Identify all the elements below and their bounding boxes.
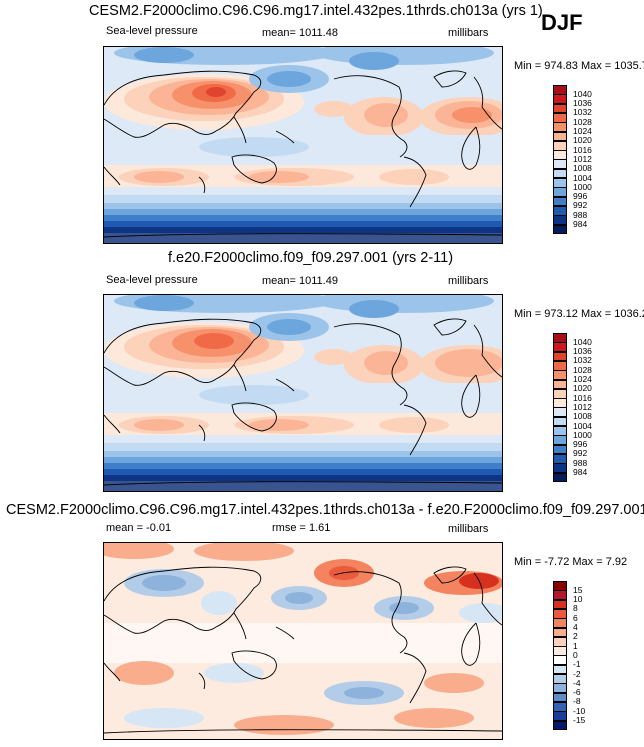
colorbar-swatch bbox=[553, 618, 567, 628]
panel2-mean-label: mean= 1011.49 bbox=[262, 275, 338, 287]
colorbar-swatch bbox=[553, 168, 567, 179]
panel3-minmax-label: Min = -7.72 Max = 7.92 bbox=[514, 556, 628, 568]
panel3-mean-label: mean = -0.01 bbox=[106, 522, 172, 534]
colorbar-label: 1032 bbox=[573, 107, 592, 118]
panel3-units-label: millibars bbox=[448, 523, 489, 535]
colorbar-label: -15 bbox=[573, 715, 586, 725]
colorbar-label: 1012 bbox=[573, 153, 592, 164]
panel1-units-label: millibars bbox=[448, 27, 489, 39]
colorbar-label: 1040 bbox=[573, 336, 592, 347]
colorbar-label: 984 bbox=[573, 219, 588, 229]
colorbar-label: 1036 bbox=[573, 98, 592, 109]
colorbar-label: 1032 bbox=[573, 355, 592, 366]
colorbar-swatch bbox=[553, 370, 567, 380]
panel1-map-svg bbox=[104, 47, 502, 243]
colorbar-swatch bbox=[553, 224, 567, 235]
season-label: DJF bbox=[541, 10, 583, 35]
colorbar-label: 988 bbox=[573, 209, 588, 220]
panel3-map bbox=[103, 542, 503, 740]
panel2-variable-label: Sea-level pressure bbox=[106, 274, 198, 286]
colorbar-label: 988 bbox=[573, 457, 588, 468]
colorbar-label: 984 bbox=[573, 467, 588, 477]
colorbar-label: 1016 bbox=[573, 392, 592, 403]
colorbar-label: 992 bbox=[573, 448, 588, 459]
panel2-title: f.e20.F2000climo.f09_f09.297.001 (yrs 2-… bbox=[168, 250, 454, 266]
colorbar-label: 1 bbox=[573, 640, 578, 651]
panel1-map bbox=[103, 46, 503, 244]
colorbar-label: 1000 bbox=[573, 181, 592, 192]
colorbar-label: 1016 bbox=[573, 144, 592, 155]
colorbar-label: 1028 bbox=[573, 116, 592, 127]
colorbar-label: 1012 bbox=[573, 401, 592, 412]
panel3-rmse-label: rmse = 1.61 bbox=[272, 522, 331, 534]
colorbar-label: -2 bbox=[573, 668, 581, 679]
colorbar-label: 1020 bbox=[573, 383, 592, 394]
colorbar-label: 1004 bbox=[573, 420, 592, 431]
colorbar-swatch bbox=[553, 463, 567, 473]
colorbar-swatch bbox=[553, 122, 567, 132]
colorbar-label: 1000 bbox=[573, 429, 592, 440]
colorbar-label: -6 bbox=[573, 687, 581, 698]
colorbar-label: -10 bbox=[573, 705, 586, 716]
colorbar-label: 1040 bbox=[573, 88, 592, 99]
colorbar-label: 992 bbox=[573, 200, 588, 211]
panel1-variable-label: Sea-level pressure bbox=[106, 25, 198, 37]
colorbar-label: 1024 bbox=[573, 126, 592, 136]
colorbar-label: 4 bbox=[573, 622, 578, 632]
colorbar-swatch bbox=[553, 215, 567, 225]
colorbar-swatch bbox=[553, 472, 567, 483]
panel1-title: CESM2.F2000climo.C96.C96.mg17.intel.432p… bbox=[89, 3, 543, 19]
colorbar-label: 1008 bbox=[573, 411, 592, 422]
colorbar-label: 1020 bbox=[573, 135, 592, 146]
colorbar-label: 1004 bbox=[573, 172, 592, 183]
panel2-map bbox=[103, 294, 503, 492]
colorbar-label: 1024 bbox=[573, 374, 592, 384]
colorbar-label: -8 bbox=[573, 696, 581, 707]
colorbar-label: 15 bbox=[573, 584, 583, 595]
colorbar-swatch bbox=[553, 720, 567, 731]
panel1-minmax-label: Min = 974.83 Max = 1035.77 bbox=[514, 60, 644, 72]
panel1-mean-label: mean= 1011.48 bbox=[262, 27, 338, 39]
colorbar-label: 10 bbox=[573, 594, 583, 605]
colorbar-label: 1036 bbox=[573, 346, 592, 357]
colorbar-swatch bbox=[553, 416, 567, 427]
panel2-map-svg bbox=[104, 295, 502, 491]
colorbar-label: 2 bbox=[573, 631, 578, 642]
colorbar-swatch bbox=[553, 711, 567, 721]
colorbar-label: 0 bbox=[573, 649, 578, 660]
colorbar-label: 996 bbox=[573, 191, 588, 202]
panel2-minmax-label: Min = 973.12 Max = 1036.21 bbox=[514, 308, 644, 320]
colorbar-label: 1008 bbox=[573, 163, 592, 174]
colorbar-label: -1 bbox=[573, 659, 581, 670]
colorbar-label: 6 bbox=[573, 612, 578, 623]
colorbar-label: 1028 bbox=[573, 364, 592, 375]
panel2-units-label: millibars bbox=[448, 275, 489, 287]
panel3-map-svg bbox=[104, 543, 502, 739]
panel3-title: CESM2.F2000climo.C96.C96.mg17.intel.432p… bbox=[6, 502, 644, 518]
colorbar-label: 996 bbox=[573, 439, 588, 450]
colorbar-swatch bbox=[553, 664, 567, 675]
colorbar-label: -4 bbox=[573, 677, 581, 688]
colorbar-label: 8 bbox=[573, 603, 578, 614]
